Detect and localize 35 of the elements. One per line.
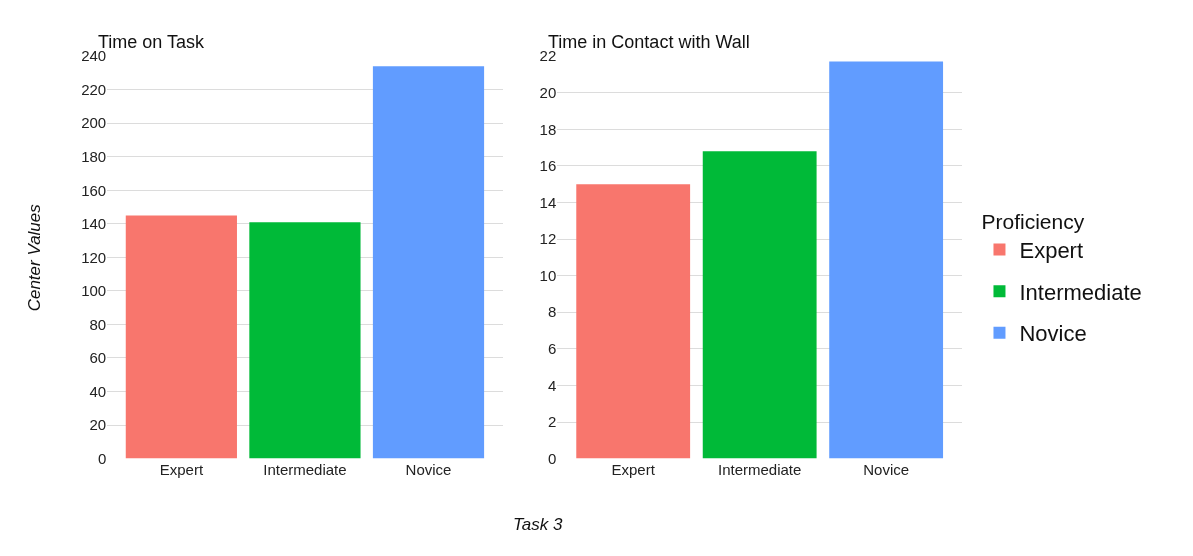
y-axis-title: Center Values [24,203,44,312]
y-tick-label: 0 [97,449,107,467]
x-tick-label: Expert [159,460,204,478]
y-tick-label: 220 [81,80,107,98]
y-tick-label: 2 [547,413,557,431]
legend-label: Intermediate [1019,279,1142,305]
y-tick-label: 20 [539,83,557,101]
legend-label: Expert [1019,238,1084,264]
x-tick-label: Novice [405,460,452,478]
y-tick-label: 140 [81,215,107,233]
y-tick-label: 180 [81,147,107,165]
y-tick-label: 4 [547,376,557,394]
y-tick-label: 80 [89,315,107,333]
y-tick-label: 120 [81,248,107,266]
x-tick-label: Intermediate [263,460,347,478]
y-tick-label: 10 [539,266,557,284]
legend-title: Proficiency [981,209,1085,233]
y-tick-label: 8 [547,303,557,321]
y-tick-label: 60 [89,349,107,367]
x-tick-label: Novice [863,460,910,478]
x-tick-label: Expert [611,460,656,478]
y-tick-label: 40 [89,382,107,400]
y-tick-label: 18 [539,120,557,138]
y-tick-label: 14 [539,193,557,211]
y-tick-label: 12 [539,230,557,248]
y-tick-label: 0 [547,449,557,467]
y-tick-label: 16 [539,157,557,175]
y-tick-label: 6 [547,340,557,358]
legend-label: Novice [1019,321,1087,347]
y-tick-label: 20 [89,416,107,434]
y-tick-label: 200 [81,114,107,132]
x-axis-title: Task 3 [513,515,563,534]
y-tick-label: 160 [81,181,107,199]
x-tick-label: Intermediate [717,460,802,478]
y-tick-label: 100 [81,282,107,300]
